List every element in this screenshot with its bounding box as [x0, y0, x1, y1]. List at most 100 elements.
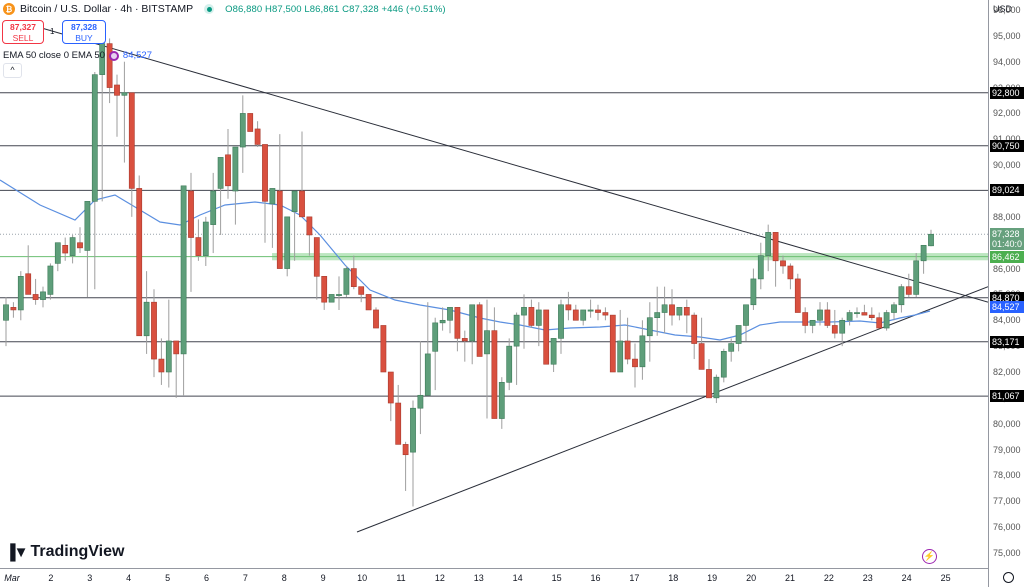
buy-price: 87,328 [71, 22, 97, 32]
candle [691, 314, 698, 344]
ema-line[interactable] [0, 179, 931, 341]
candle [750, 278, 757, 306]
candle [387, 371, 394, 404]
price-tick: 82,000 [993, 366, 1021, 377]
candle [225, 154, 231, 187]
candle [669, 304, 675, 316]
candle [558, 304, 564, 339]
candle [794, 278, 801, 313]
candle [106, 43, 113, 88]
time-tick: 11 [396, 573, 406, 583]
candle [343, 268, 350, 295]
buy-button[interactable]: 87,328 BUY [62, 20, 106, 44]
candle [661, 304, 668, 313]
candle [676, 307, 683, 316]
price-tick: 80,000 [993, 418, 1021, 429]
descending-trendline[interactable] [41, 27, 988, 303]
candle [454, 307, 461, 339]
indicator-loading-icon [108, 50, 119, 61]
candle [358, 286, 365, 295]
candle [868, 314, 875, 318]
candle [876, 317, 883, 329]
time-tick: 4 [126, 573, 132, 583]
candle [306, 216, 313, 236]
trendlines [41, 27, 988, 533]
time-tick: 23 [862, 573, 873, 583]
time-tick: 7 [242, 573, 248, 583]
candle [787, 265, 794, 280]
candle [40, 291, 46, 300]
candle [158, 358, 165, 373]
time-axis[interactable]: Mar 2 3 4 5 6 7 8 9 10 11 12 13 14 15 16 17 18 19 20 21 22 23 2… [0, 568, 988, 588]
logo-text: TradingView [30, 543, 125, 560]
market-status-icon [204, 4, 215, 14]
indicator-value: 84,527 [122, 50, 152, 61]
candle [173, 340, 180, 355]
sell-button[interactable]: 87,327 SELL [2, 20, 44, 44]
lightning-icon[interactable]: ⚡ [922, 549, 937, 564]
candle [380, 325, 387, 373]
time-tick: 17 [629, 573, 640, 583]
indicator-legend[interactable]: EMA 50 close 0 EMA 50 84,527 [3, 50, 152, 61]
candle [469, 304, 476, 342]
price-tick: 76,000 [993, 522, 1021, 533]
price-tick: 91,000 [993, 134, 1021, 144]
candle [506, 345, 513, 383]
settings-gear-icon[interactable] [1003, 572, 1014, 583]
candle [276, 190, 283, 269]
tradingview-logo-icon: ▐▼ [5, 543, 29, 561]
candle [765, 232, 772, 256]
price-axis[interactable]: USD 96,00095,00094,00093,00092,00091,000… [988, 0, 1024, 587]
candle [202, 221, 209, 256]
zone-price-label: 86,462 [990, 250, 1024, 263]
candle [54, 242, 61, 264]
candle [905, 286, 912, 295]
time-tick: 22 [823, 573, 834, 583]
ascending-trendline[interactable] [356, 286, 988, 533]
price-chart-canvas[interactable] [0, 0, 988, 568]
tradingview-logo[interactable]: ▐▼ TradingView [5, 543, 124, 561]
candle [365, 294, 372, 311]
support-zone [0, 253, 988, 261]
price-tick: 90,000 [993, 160, 1021, 171]
collapse-legend-button[interactable]: ^ [3, 63, 22, 78]
time-tick: 3 [87, 573, 93, 583]
candle [321, 276, 328, 303]
candle [920, 244, 927, 262]
time-tick: 18 [668, 573, 679, 583]
time-tick: 13 [473, 573, 484, 583]
candle [62, 244, 69, 254]
buy-label: BUY [75, 33, 93, 43]
symbol-title[interactable]: Bitcoin / U.S. Dollar · 4h · BITSTAMP [20, 3, 194, 15]
candle [928, 233, 934, 247]
price-tick: 96,000 [993, 5, 1021, 15]
candlesticks [3, 28, 934, 507]
time-tick: 12 [434, 573, 445, 583]
candle [165, 340, 172, 373]
candle [121, 92, 128, 96]
candle [114, 84, 120, 96]
candle [25, 273, 32, 295]
candle [417, 394, 424, 409]
candle [720, 351, 727, 378]
candle [521, 307, 527, 316]
candle [572, 309, 579, 321]
candle [32, 294, 39, 300]
candle [188, 190, 194, 238]
time-tick: 20 [746, 573, 757, 583]
candle [269, 188, 276, 205]
candle [143, 301, 150, 337]
candle [565, 304, 572, 311]
price-tick: 86,000 [993, 263, 1021, 274]
candle [328, 294, 335, 303]
candle [639, 335, 646, 368]
candle [47, 265, 54, 295]
price-tick: 94,000 [993, 56, 1021, 67]
candle [772, 232, 779, 262]
time-tick: 24 [901, 573, 912, 583]
candle [410, 407, 416, 453]
candle [743, 304, 749, 326]
candle [883, 312, 890, 329]
currency-label: USD [993, 4, 1013, 14]
candle [891, 304, 897, 313]
